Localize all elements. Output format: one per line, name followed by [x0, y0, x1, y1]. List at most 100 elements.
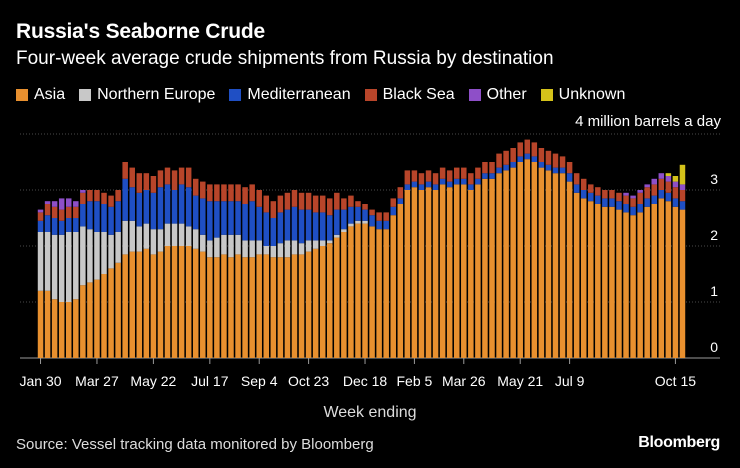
bar-segment-mediterranean [65, 218, 72, 232]
bar-segment-black-sea [503, 150, 509, 165]
bar-segment-mediterranean [432, 184, 439, 190]
bar-segment-other [80, 190, 86, 193]
bar-segment-northern-europe [94, 232, 100, 280]
bar-segment-black-sea [658, 178, 665, 190]
bar-segment-mediterranean [44, 215, 51, 232]
bar-segment-asia [214, 257, 220, 358]
bar-segment-mediterranean [538, 162, 545, 168]
bar-segment-asia [475, 184, 481, 358]
bar-segment-mediterranean [277, 212, 284, 244]
bar-segment-black-sea [679, 190, 686, 202]
bar-segment-asia [291, 254, 298, 358]
bar-segment-northern-europe [207, 240, 213, 258]
bar-segment-black-sea [312, 195, 319, 213]
bar-segment-black-sea [284, 192, 291, 210]
bar-segment-unknown [679, 164, 686, 185]
legend-label-northern-europe: Northern Europe [97, 86, 216, 103]
legend-swatch-unknown [540, 89, 553, 101]
bar-segment-asia [503, 170, 509, 358]
bar-segment-mediterranean [573, 184, 580, 193]
bar-segment-mediterranean [383, 220, 389, 230]
bar-segment-other [651, 178, 657, 185]
bar-segment-asia [573, 192, 580, 358]
bar-segment-mediterranean [136, 192, 143, 227]
bar-segment-black-sea [453, 167, 460, 179]
x-tick-label: Mar 26 [442, 373, 486, 389]
bar-segment-asia [249, 257, 255, 358]
bar-segment-mediterranean [242, 204, 248, 241]
bar-segment-mediterranean [369, 215, 375, 227]
bar-segment-black-sea [277, 195, 284, 213]
x-tick-label: Jan 30 [20, 373, 62, 389]
bar-segment-mediterranean [51, 218, 58, 235]
bar-segment-black-sea [327, 198, 333, 216]
bar-segment-mediterranean [270, 218, 277, 246]
bar-segment-black-sea [665, 181, 672, 193]
bar-segment-mediterranean [588, 192, 594, 202]
bar-segment-mediterranean [439, 178, 446, 185]
bar-segment-unknown [672, 176, 679, 182]
bar-segment-black-sea [538, 148, 545, 162]
bar-segment-mediterranean [531, 156, 538, 162]
bar-segment-mediterranean [73, 218, 79, 232]
bar-segment-mediterranean [623, 204, 629, 213]
bar-segment-black-sea [51, 206, 58, 218]
bar-segment-asia [150, 254, 157, 358]
bar-segment-black-sea [566, 162, 573, 174]
bar-segment-northern-europe [235, 234, 241, 255]
bar-segment-black-sea [228, 184, 234, 202]
bar-segment-northern-europe [319, 240, 326, 246]
bar-segment-northern-europe [221, 234, 227, 255]
bar-segment-mediterranean [228, 201, 234, 235]
bar-segment-asia [425, 187, 432, 358]
bar-segment-other [65, 198, 72, 207]
bar-segment-mediterranean [221, 201, 227, 235]
bar-segment-mediterranean [637, 204, 643, 213]
bar-segment-mediterranean [334, 209, 340, 235]
y-tick-label: 3 [710, 171, 718, 187]
legend-item-black-sea: Black Sea [364, 86, 455, 104]
legend: Asia Northern Europe Mediterranean Black… [16, 86, 625, 104]
bar-segment-black-sea [319, 195, 326, 213]
bar-segment-black-sea [200, 181, 206, 199]
bar-segment-asia [129, 251, 135, 358]
bar-segment-mediterranean [129, 187, 135, 221]
bar-segment-mediterranean [425, 181, 432, 188]
bar-segment-asia [411, 187, 418, 358]
bar-segment-mediterranean [94, 201, 100, 232]
bar-segment-asia [228, 257, 234, 358]
bar-segment-asia [242, 257, 248, 358]
bar-segment-black-sea [418, 173, 425, 185]
bar-segment-mediterranean [150, 192, 157, 230]
bar-segment-mediterranean [157, 187, 164, 230]
bar-segment-asia [651, 204, 657, 358]
bar-segment-black-sea [595, 187, 601, 196]
bar-segment-asia [588, 201, 594, 358]
bar-segment-mediterranean [404, 184, 411, 190]
bar-segment-asia [376, 229, 382, 358]
legend-swatch-other [468, 89, 481, 101]
bar-segment-mediterranean [348, 206, 354, 224]
legend-swatch-asia [16, 89, 28, 101]
bar-segment-mediterranean [679, 201, 686, 210]
bar-segment-asia [80, 285, 86, 358]
bar-segment-asia [418, 190, 425, 358]
bar-segment-mediterranean [87, 201, 93, 230]
bar-segment-mediterranean [559, 167, 566, 174]
bar-segment-black-sea [242, 187, 248, 204]
bar-segment-mediterranean [256, 206, 262, 241]
x-tick-label: Oct 23 [288, 373, 329, 389]
bar-segment-mediterranean [616, 201, 622, 210]
bar-segment-black-sea [517, 142, 523, 157]
bar-segment-asia [157, 251, 164, 358]
bar-segment-northern-europe [334, 234, 340, 238]
bar-segment-black-sea [115, 190, 121, 202]
x-tick-label: Oct 15 [655, 373, 696, 389]
bar-segment-black-sea [108, 195, 114, 207]
bar-segment-mediterranean [143, 190, 150, 224]
legend-item-unknown: Unknown [540, 86, 625, 104]
bar-segment-asia [143, 248, 150, 358]
bar-segment-northern-europe [355, 220, 361, 224]
bar-segment-northern-europe [157, 229, 164, 252]
bar-segment-asia [637, 212, 643, 358]
